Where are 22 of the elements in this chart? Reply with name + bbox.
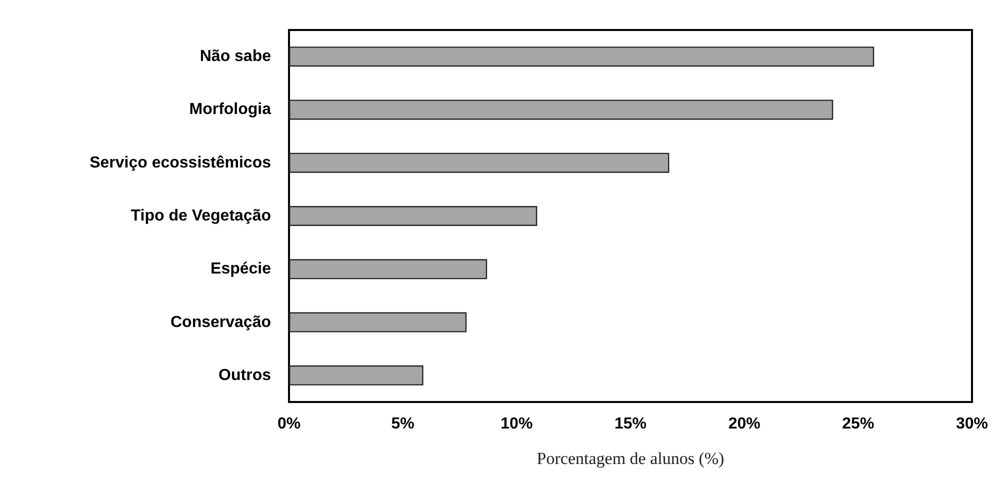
y-tick-label: Não sabe	[200, 48, 272, 66]
bar	[289, 46, 874, 67]
y-tick-label: Outros	[218, 366, 272, 384]
y-tick-label: Conservação	[170, 314, 272, 331]
x-tick-label: 0%	[277, 416, 301, 432]
bar	[289, 100, 834, 120]
x-axis-title: Porcentagem de alunos (%)	[536, 449, 724, 468]
bar	[289, 312, 467, 332]
y-tick-label: Serviço ecossistêmicos	[90, 154, 272, 172]
x-tick-label: 5%	[391, 416, 414, 432]
x-tick-label: 30%	[956, 416, 988, 432]
y-tick-label: Morfologia	[189, 101, 272, 118]
x-tick-label: 15%	[614, 416, 647, 432]
y-tick-label: Tipo de Vegetação	[130, 208, 272, 224]
x-tick-label: 20%	[728, 416, 760, 432]
x-tick-label: 25%	[842, 416, 874, 432]
bar	[289, 152, 670, 173]
y-tick-label: Espécie	[210, 260, 272, 278]
bar	[289, 259, 488, 280]
x-tick-label: 10%	[500, 416, 533, 432]
bar	[289, 365, 424, 386]
bar	[289, 206, 538, 226]
